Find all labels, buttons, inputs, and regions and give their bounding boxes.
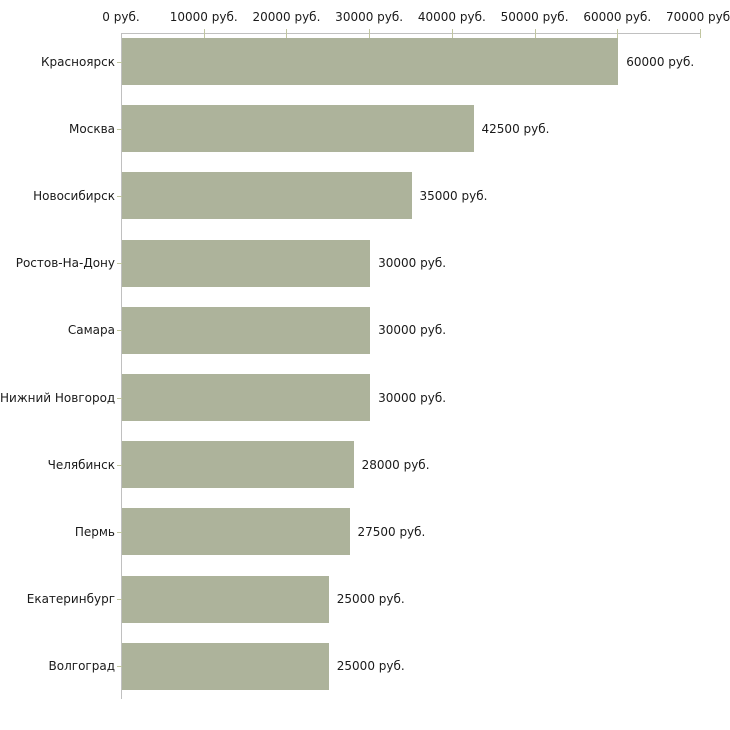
x-tick-label: 50000 руб. <box>500 10 569 24</box>
category-label: Пермь <box>74 524 115 539</box>
value-label: 35000 руб. <box>419 188 488 203</box>
y-axis-line <box>121 33 122 699</box>
x-tick-mark <box>535 29 536 38</box>
value-label: 42500 руб. <box>481 121 550 136</box>
value-label: 25000 руб. <box>336 659 405 674</box>
category-tick-mark <box>117 599 122 600</box>
category-tick-mark <box>117 263 122 264</box>
x-axis-line <box>121 33 700 34</box>
x-tick-label: 0 руб. <box>102 10 140 24</box>
x-tick-mark <box>617 29 618 38</box>
x-tick-label: 70000 руб. <box>666 10 730 24</box>
category-tick-mark <box>117 129 122 130</box>
x-tick-label: 20000 руб. <box>252 10 321 24</box>
x-tick-mark <box>700 29 701 38</box>
value-label: 30000 руб. <box>378 323 447 338</box>
category-label: Екатеринбург <box>26 592 115 607</box>
category-label: Нижний Новгород <box>0 390 116 405</box>
value-label: 28000 руб. <box>361 457 430 472</box>
bar <box>122 374 371 421</box>
category-tick-mark <box>117 196 122 197</box>
value-label: 25000 руб. <box>336 592 405 607</box>
category-label: Волгоград <box>48 659 115 674</box>
value-label: 30000 руб. <box>378 256 447 271</box>
category-label: Красноярск <box>41 54 115 69</box>
bar <box>122 105 474 153</box>
x-tick-mark <box>369 29 370 38</box>
category-tick-mark <box>117 465 122 466</box>
x-tick-label: 10000 руб. <box>169 10 238 24</box>
category-label: Новосибирск <box>33 188 115 203</box>
category-label: Ростов-На-Дону <box>15 256 115 271</box>
category-tick-mark <box>117 62 122 63</box>
category-tick-mark <box>117 666 122 667</box>
bar <box>122 441 354 489</box>
x-tick-label: 60000 руб. <box>583 10 652 24</box>
bar <box>122 508 350 556</box>
bar <box>122 306 371 354</box>
category-label: Самара <box>67 323 115 338</box>
x-tick-label: 40000 руб. <box>417 10 486 24</box>
x-tick-label: 30000 руб. <box>335 10 404 24</box>
category-tick-mark <box>117 532 122 533</box>
x-tick-mark <box>452 29 453 38</box>
value-label: 27500 руб. <box>357 524 426 539</box>
bar <box>122 172 412 220</box>
bar <box>122 239 371 287</box>
value-label: 60000 руб. <box>626 54 695 69</box>
x-tick-mark <box>286 29 287 38</box>
bar <box>122 642 329 690</box>
category-tick-mark <box>117 398 122 399</box>
category-label: Челябинск <box>47 457 115 472</box>
bar <box>122 38 619 85</box>
x-tick-mark <box>204 29 205 38</box>
category-label: Москва <box>69 121 115 136</box>
bar <box>122 575 329 623</box>
value-label: 30000 руб. <box>378 390 447 405</box>
category-tick-mark <box>117 330 122 331</box>
